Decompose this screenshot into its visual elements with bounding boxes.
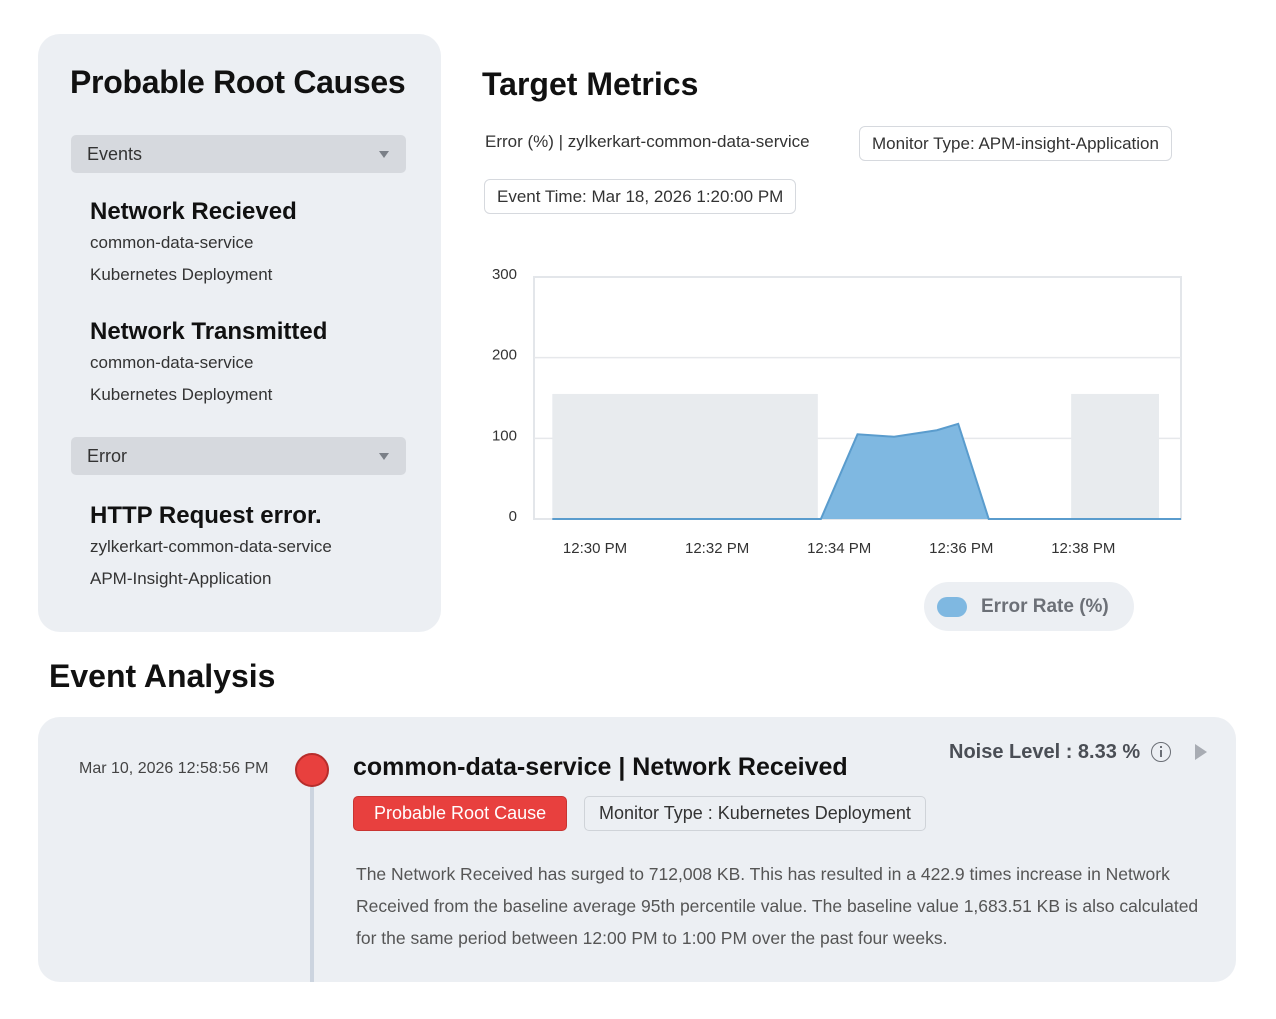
root-cause-name: HTTP Request error.: [90, 502, 322, 529]
series-area: [552, 423, 1181, 519]
y-tick-label: 0: [509, 508, 517, 525]
event-card: Mar 10, 2026 12:58:56 PM common-data-ser…: [38, 717, 1236, 982]
root-cause-item[interactable]: Network Recieved common-data-service Kub…: [90, 197, 297, 291]
monitor-type-chip: Monitor Type: APM-insight-Application: [859, 126, 1172, 161]
root-cause-service: common-data-service: [90, 353, 254, 372]
y-tick-label: 300: [492, 266, 517, 283]
root-causes-title: Probable Root Causes: [70, 64, 406, 100]
error-dropdown[interactable]: Error: [71, 437, 406, 475]
event-headline: common-data-service | Network Received: [353, 753, 848, 781]
chevron-down-icon: [379, 151, 389, 158]
shaded-band: [1071, 393, 1159, 518]
x-tick-label: 12:30 PM: [563, 540, 627, 557]
x-tick-label: 12:36 PM: [929, 540, 993, 557]
events-dropdown[interactable]: Events: [71, 135, 406, 173]
root-cause-item[interactable]: HTTP Request error. zylkerkart-common-da…: [90, 501, 332, 595]
series-line: [552, 422, 1181, 520]
event-time-chip: Event Time: Mar 18, 2026 1:20:00 PM: [484, 179, 797, 214]
event-timestamp: Mar 10, 2026 12:58:56 PM: [79, 760, 269, 777]
chevron-down-icon: [379, 453, 389, 460]
root-cause-badge: Probable Root Cause: [353, 796, 568, 831]
legend-swatch: [937, 596, 967, 617]
root-cause-service: common-data-service: [90, 233, 254, 252]
error-dropdown-label: Error: [87, 445, 127, 466]
root-cause-type: APM-Insight-Application: [90, 569, 272, 588]
y-tick-label: 100: [492, 427, 517, 444]
legend-label: Error Rate (%): [981, 595, 1109, 617]
noise-level: Noise Level : 8.33 %: [949, 741, 1141, 763]
play-icon[interactable]: [1195, 744, 1207, 760]
monitor-type-badge: Monitor Type : Kubernetes Deployment: [584, 796, 926, 831]
events-dropdown-label: Events: [87, 143, 143, 164]
root-cause-name: Network Recieved: [90, 198, 297, 225]
info-icon[interactable]: [1151, 742, 1171, 762]
shaded-band: [552, 393, 818, 518]
root-cause-type: Kubernetes Deployment: [90, 385, 273, 404]
legend-item-error-rate[interactable]: Error Rate (%): [924, 582, 1134, 631]
event-analysis-title: Event Analysis: [49, 658, 276, 694]
y-tick-label: 200: [492, 347, 517, 364]
error-rate-chart: 0 100 200 300 12:30 PM 12:32 PM 12:34 PM 12:36 …: [492, 266, 1182, 557]
root-cause-item[interactable]: Network Transmitted common-data-service …: [90, 317, 327, 411]
x-tick-label: 12:34 PM: [807, 540, 871, 557]
target-metrics-title: Target Metrics: [482, 66, 699, 102]
root-cause-type: Kubernetes Deployment: [90, 265, 273, 284]
root-causes-panel: Probable Root Causes Events Network Reci…: [38, 34, 441, 632]
metric-label: Error (%) | zylkerkart-common-data-servi…: [485, 132, 810, 151]
timeline-marker: [295, 753, 329, 787]
root-cause-name: Network Transmitted: [90, 318, 328, 345]
x-tick-label: 12:32 PM: [685, 540, 749, 557]
event-description: The Network Received has surged to 712,0…: [356, 864, 1199, 948]
root-cause-service: zylkerkart-common-data-service: [90, 537, 332, 556]
x-tick-label: 12:38 PM: [1051, 540, 1115, 557]
timeline-line: [310, 777, 314, 982]
